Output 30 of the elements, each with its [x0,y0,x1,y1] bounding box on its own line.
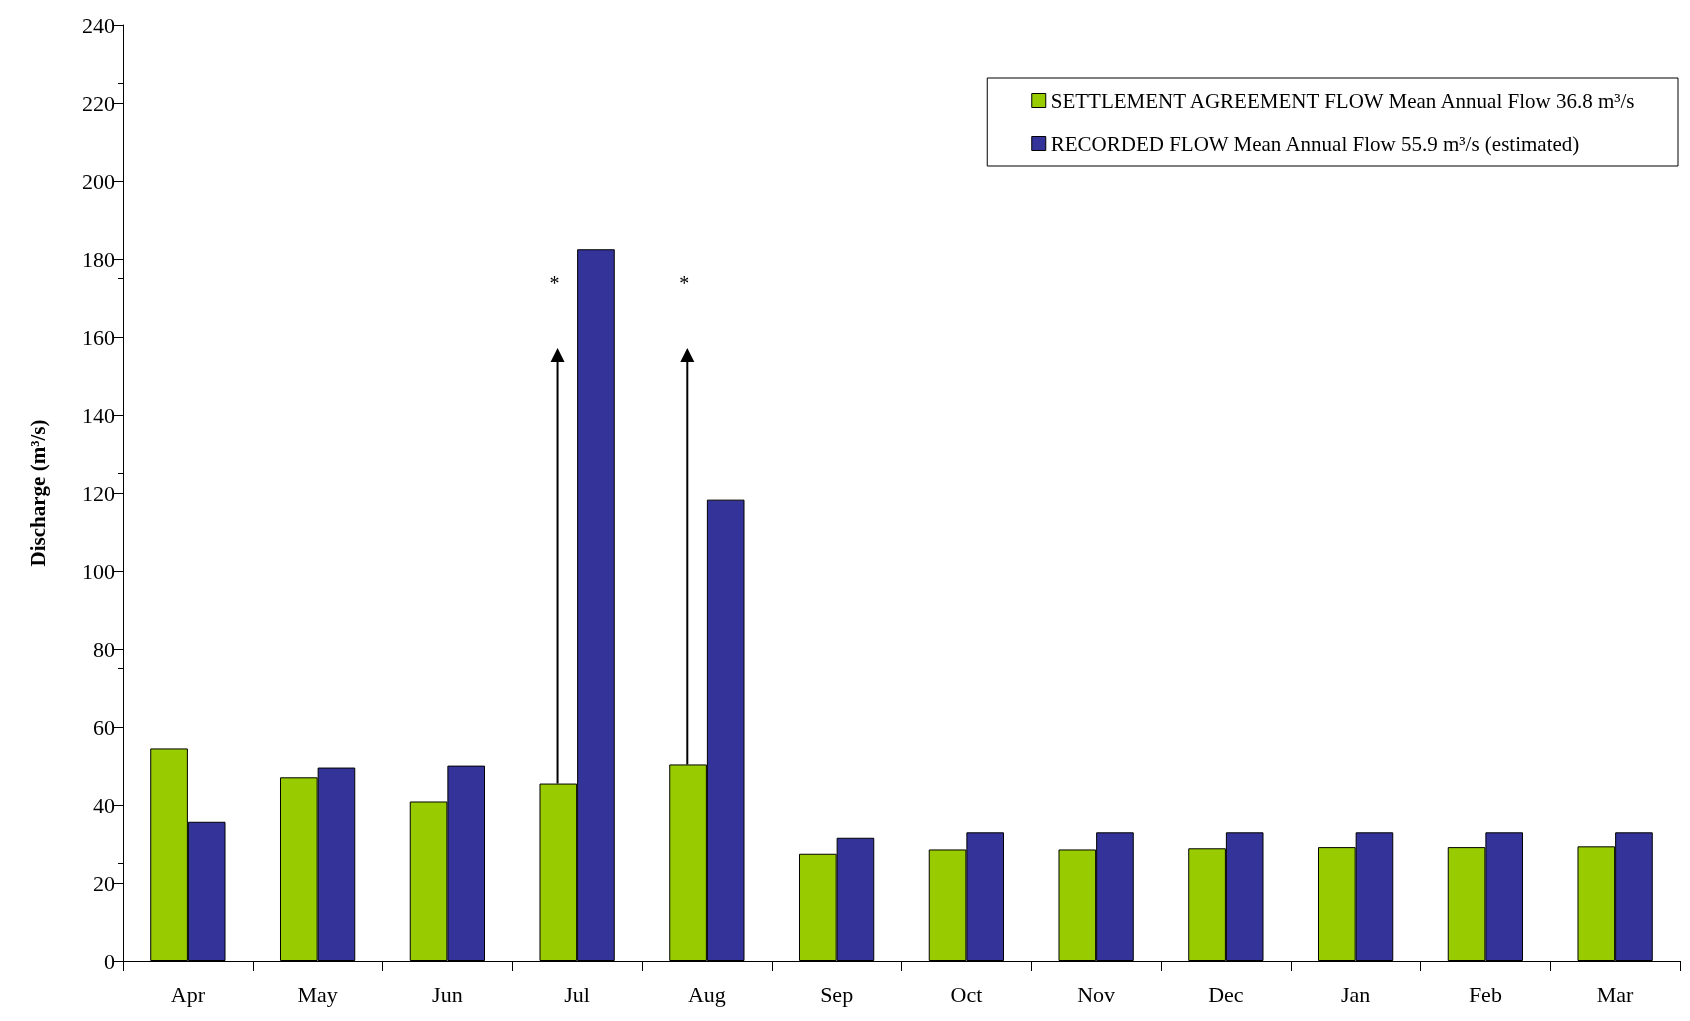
y-axis-title: Discharge (m³/s) [25,419,50,567]
y-tick-label: 180 [82,246,115,272]
x-tick-label: Apr [170,981,206,1007]
x-tick-label: Dec [1208,981,1244,1007]
x-tick-label: Jun [432,981,463,1007]
x-tick-label: Sep [820,981,854,1007]
x-tick-label: Feb [1468,981,1502,1007]
y-tick-label: 100 [82,558,115,584]
y-tick-label: 60 [93,714,115,740]
y-tick-label: 0 [104,948,115,974]
x-tick-label: Oct [950,981,983,1007]
x-tick-label: Nov [1077,981,1116,1007]
y-tick-label: 200 [82,168,115,194]
legend-label: RECORDED FLOW Mean Annual Flow 55.9 m³/s (estimated) [1050,131,1580,156]
y-tick-label: 140 [82,402,115,428]
y-tick-label: 160 [82,324,115,350]
y-tick-label: 240 [82,12,115,38]
y-tick-label: 220 [82,90,115,116]
x-tick-label: Jul [564,981,590,1007]
legend-label: SETTLEMENT AGREEMENT FLOW Mean Annual Flow 36.8 m³/s [1050,88,1635,113]
y-tick-label: 40 [93,792,115,818]
annotation: * [549,272,560,294]
x-tick-label: Mar [1596,981,1635,1007]
annotation: * [679,272,690,294]
y-tick-label: 80 [93,636,115,662]
y-tick-label: 120 [82,480,115,506]
x-tick-label: Aug [687,981,726,1007]
x-tick-label: May [297,981,338,1007]
y-tick-label: 20 [93,870,115,896]
x-tick-label: Jan [1340,981,1371,1007]
